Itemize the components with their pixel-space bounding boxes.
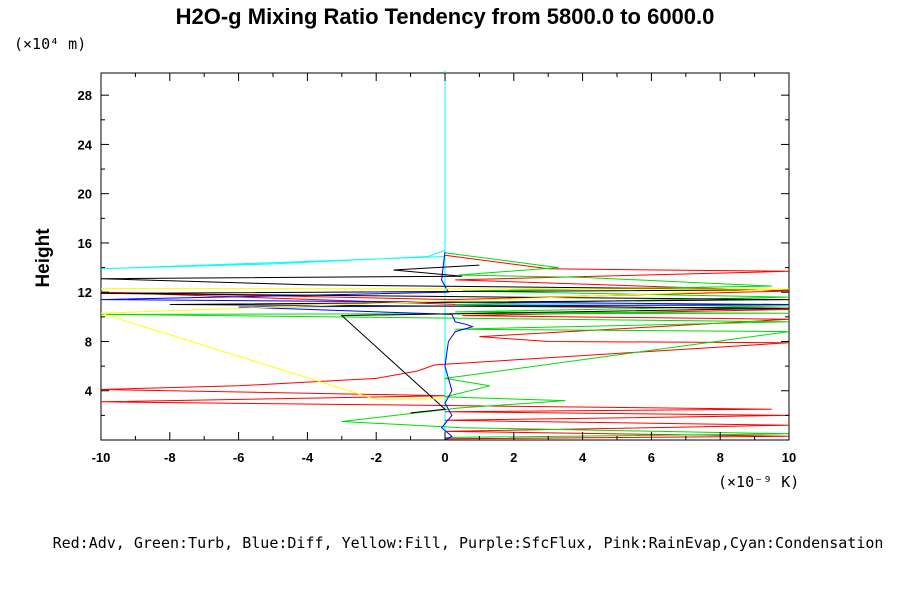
x-tick-label: 4 (579, 450, 587, 465)
x-tick-label: 0 (441, 450, 448, 465)
series-line-4 (100, 264, 790, 414)
series-line-1 (100, 254, 790, 440)
x-tick-label: -4 (302, 450, 314, 465)
x-tick-label: -10 (92, 450, 111, 465)
y-tick-label: 12 (78, 285, 92, 300)
series-line-3 (100, 251, 790, 441)
x-tick-label: 6 (648, 450, 655, 465)
y-axis-label: Height (33, 228, 54, 288)
y-tick-label: 24 (78, 137, 93, 152)
y-unit-label: (×10⁴ m) (14, 35, 86, 53)
series-layer (100, 70, 790, 441)
chart-title: H2O-g Mixing Ratio Tendency from 5800.0 … (176, 4, 715, 29)
y-tick-label: 16 (78, 236, 92, 251)
x-tick-label: 8 (717, 450, 724, 465)
y-tick-label: 20 (78, 187, 92, 202)
y-tick-label: 8 (85, 334, 92, 349)
series-line-0 (100, 70, 446, 440)
y-tick-label: 28 (78, 88, 92, 103)
x-tick-label: 10 (782, 450, 796, 465)
series-line-5 (100, 288, 790, 400)
x-tick-label: 2 (510, 450, 517, 465)
x-unit-label: (×10⁻⁹ K) (718, 473, 799, 491)
x-tick-label: -8 (164, 450, 176, 465)
legend-text: Red:Adv, Green:Turb, Blue:Diff, Yellow:F… (53, 534, 884, 552)
x-tick-label: -2 (370, 450, 382, 465)
x-tick-label: -6 (233, 450, 245, 465)
y-tick-label: 4 (85, 384, 93, 399)
